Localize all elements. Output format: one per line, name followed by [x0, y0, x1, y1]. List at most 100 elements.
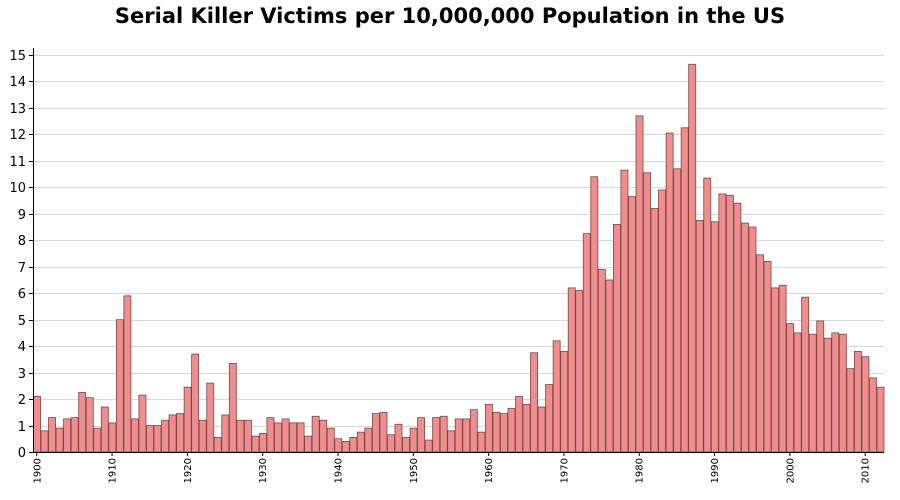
- bar: [131, 418, 139, 453]
- bar: [243, 419, 252, 453]
- y-tick-label: 11: [9, 155, 26, 170]
- bar: [319, 419, 328, 453]
- y-tick-label: 12: [9, 128, 26, 143]
- bar: [183, 386, 192, 453]
- bar: [838, 333, 847, 453]
- bar: [424, 439, 433, 453]
- bar: [552, 340, 561, 453]
- y-tick-label: 9: [18, 208, 26, 223]
- gridlines: [33, 55, 884, 427]
- x-tick-label: 1930: [258, 458, 269, 483]
- x-tick-label: 1990: [710, 458, 721, 483]
- bar: [597, 268, 606, 453]
- bar: [85, 397, 94, 453]
- bar: [853, 351, 862, 453]
- bar: [55, 427, 64, 453]
- y-tick-label: 5: [18, 314, 26, 329]
- bar: [778, 284, 787, 453]
- bar: [703, 177, 712, 453]
- bar: [454, 418, 463, 453]
- bar: [198, 419, 207, 453]
- bar: [816, 320, 825, 453]
- chart-title: Serial Killer Victims per 10,000,000 Pop…: [114, 4, 786, 28]
- x-tick-label: 1920: [183, 458, 194, 483]
- x-tick-label: 1940: [334, 458, 345, 483]
- bar: [387, 434, 395, 453]
- bar: [786, 323, 795, 453]
- y-tick-label: 13: [9, 102, 26, 117]
- bar: [673, 168, 682, 453]
- bar: [582, 233, 591, 453]
- bar: [100, 406, 109, 453]
- y-tick-label: 10: [9, 181, 26, 196]
- bar: [725, 194, 734, 453]
- axes: [33, 48, 884, 453]
- bar: [695, 220, 704, 453]
- bar: [439, 415, 448, 453]
- bar: [304, 435, 313, 453]
- bar: [78, 392, 87, 453]
- bar: [115, 319, 124, 453]
- bar: [635, 115, 644, 453]
- bar: [628, 196, 636, 453]
- bar: [432, 417, 441, 453]
- y-tick-label: 4: [18, 340, 26, 355]
- bar: [876, 386, 885, 453]
- bar: [176, 413, 185, 453]
- bar: [334, 438, 343, 453]
- bar: [484, 403, 493, 453]
- bar: [718, 193, 727, 453]
- bar: [861, 356, 870, 453]
- bar: [281, 418, 290, 453]
- bar: [371, 413, 380, 453]
- bar: [801, 296, 810, 453]
- x-tick-label: 1910: [108, 458, 119, 483]
- bar: [680, 127, 689, 453]
- bar: [620, 169, 629, 453]
- bar: [356, 431, 365, 453]
- bar: [515, 396, 523, 453]
- x-tick-label: 2000: [785, 458, 796, 483]
- bar: [763, 261, 772, 453]
- bar: [311, 415, 320, 453]
- x-tick-label: 1970: [559, 458, 570, 483]
- x-tick-label: 1960: [484, 458, 495, 483]
- bar: [394, 423, 403, 453]
- bar: [161, 419, 169, 453]
- bar: [846, 368, 855, 453]
- bar: [40, 430, 49, 453]
- bar: [221, 414, 230, 453]
- y-tick-label: 7: [18, 261, 26, 276]
- y-tick-label: 6: [18, 287, 26, 302]
- bar: [326, 427, 335, 453]
- x-tick-label: 2010: [861, 458, 872, 483]
- bar: [168, 414, 177, 453]
- bar: [296, 422, 305, 453]
- bar: [191, 353, 200, 453]
- y-tick-label: 14: [9, 75, 26, 90]
- bar: [507, 407, 516, 453]
- bar: [492, 411, 501, 453]
- bar: [741, 222, 749, 453]
- bar: [590, 176, 599, 453]
- bar: [63, 418, 72, 453]
- bar: [93, 427, 102, 453]
- bar: [500, 413, 508, 453]
- bar: [447, 430, 456, 453]
- bar: [123, 295, 132, 453]
- bar: [379, 411, 388, 453]
- bar: [289, 422, 297, 453]
- bar: [688, 63, 697, 453]
- y-tick-label: 3: [18, 367, 26, 382]
- bar: [48, 417, 56, 453]
- bar: [349, 437, 358, 453]
- bar: [409, 427, 418, 453]
- bar: [643, 172, 651, 453]
- bar: [823, 337, 832, 453]
- bar: [70, 417, 79, 453]
- bar: [748, 226, 757, 453]
- bar: [259, 433, 267, 453]
- x-tick-label: 1900: [32, 458, 43, 483]
- y-tick-label: 1: [18, 420, 26, 435]
